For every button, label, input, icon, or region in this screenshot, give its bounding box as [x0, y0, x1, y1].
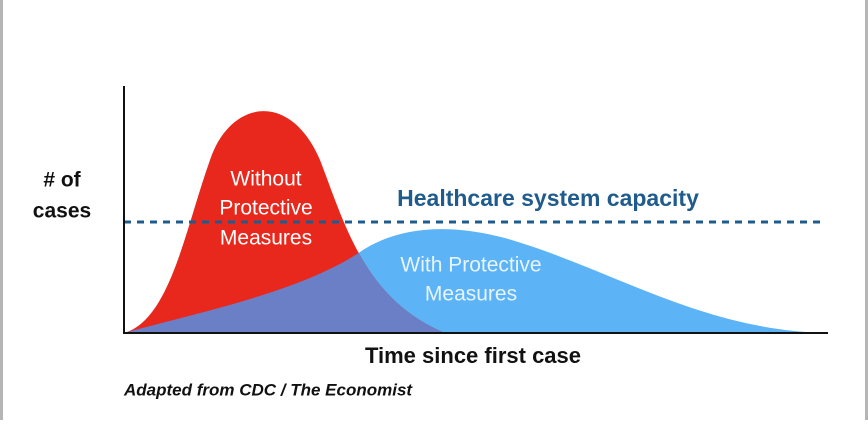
curve-label: Protective — [219, 197, 312, 220]
capacity-label: Healthcare system capacity — [397, 185, 699, 211]
x-axis-label: Time since first case — [365, 343, 581, 368]
curve-overlap — [124, 229, 445, 333]
curve-label: With Protective — [400, 254, 541, 277]
y-axis-label: cases — [33, 200, 91, 223]
curve-label: Measures — [220, 227, 312, 250]
source-note: Adapted from CDC / The Economist — [123, 380, 413, 399]
curve-label: Measures — [425, 283, 517, 306]
frame-edge — [865, 0, 868, 420]
curve-label: Without — [230, 168, 301, 191]
y-axis-label: # of — [43, 169, 81, 192]
frame-edge — [0, 0, 3, 420]
